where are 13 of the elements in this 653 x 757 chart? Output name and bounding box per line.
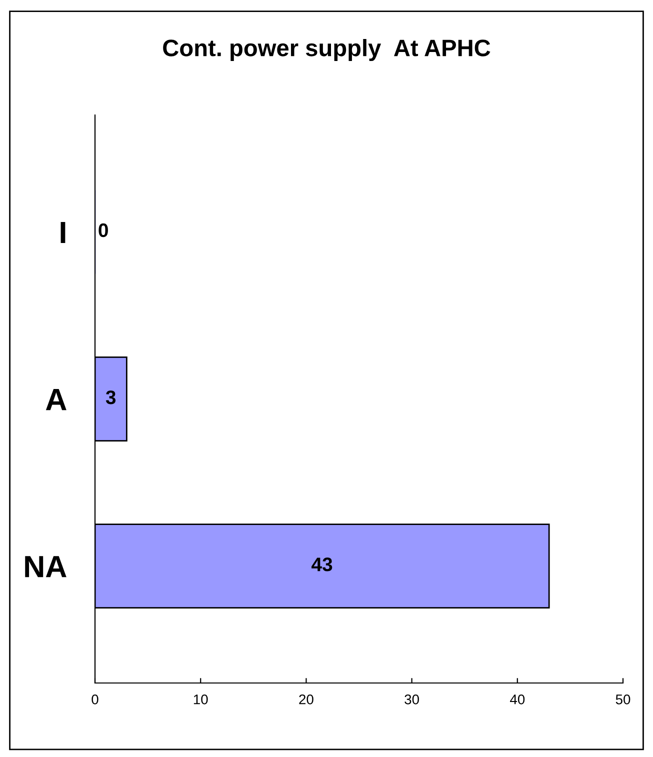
x-tick-label: 30: [404, 694, 419, 704]
y-tick-label: NA: [25, 556, 66, 578]
x-tick-label: 0: [92, 694, 98, 704]
data-label: 3: [106, 390, 116, 404]
data-label: 43: [312, 558, 332, 572]
y-tick-label: I: [60, 222, 66, 244]
x-tick-label: 20: [299, 694, 314, 704]
y-tick-label: A: [46, 389, 66, 410]
x-tick-label: 40: [510, 694, 525, 704]
x-tick-label: 10: [194, 694, 208, 704]
x-tick-label: 50: [616, 694, 630, 704]
chart-title: Cont. power supply At APHC: [163, 38, 490, 62]
data-label: 0: [98, 223, 108, 238]
